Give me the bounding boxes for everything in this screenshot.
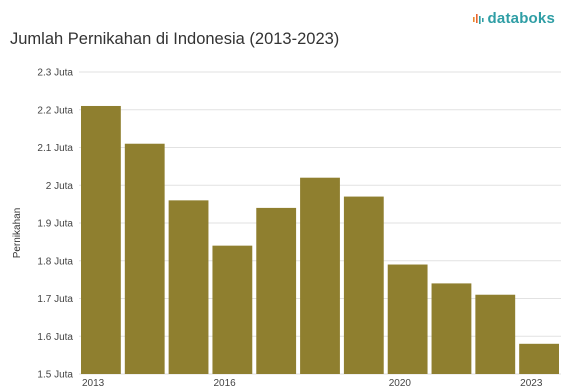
brand-name: databoks xyxy=(487,10,555,27)
y-tick-label: 2 Juta xyxy=(46,181,74,192)
y-tick-label: 1.6 Juta xyxy=(37,332,73,343)
x-tick-label: 2016 xyxy=(213,378,236,388)
bar-2022[interactable] xyxy=(475,294,516,374)
bar-2017[interactable] xyxy=(256,207,297,374)
y-tick-label: 2.2 Juta xyxy=(37,105,73,116)
bars xyxy=(81,105,559,374)
bar-2015[interactable] xyxy=(168,200,209,374)
bar-2019[interactable] xyxy=(343,196,384,374)
y-axis-title: Pernikahan xyxy=(12,208,23,259)
x-tick-label: 2023 xyxy=(520,378,543,388)
bar-2018[interactable] xyxy=(300,177,340,374)
y-tick-label: 1.8 Juta xyxy=(37,256,73,267)
y-tick-label: 2.1 Juta xyxy=(37,143,73,154)
bar-2016[interactable] xyxy=(212,245,253,374)
databoks-logo: databoks xyxy=(472,10,555,27)
chart-title: Jumlah Pernikahan di Indonesia (2013-202… xyxy=(10,30,340,48)
y-tick-label: 2.3 Juta xyxy=(37,68,73,79)
bar-2014[interactable] xyxy=(124,143,165,374)
x-tick-label: 2013 xyxy=(82,378,105,388)
bar-2013[interactable] xyxy=(81,105,121,374)
y-tick-label: 1.5 Juta xyxy=(37,370,73,381)
bar-2023[interactable] xyxy=(519,343,559,374)
bar-2020[interactable] xyxy=(387,264,428,374)
x-tick-label: 2020 xyxy=(389,378,412,388)
bar-2021[interactable] xyxy=(431,283,472,374)
x-axis-ticks: 2013 2016 2020 2023 xyxy=(82,378,543,388)
y-tick-label: 1.9 Juta xyxy=(37,219,73,230)
y-axis-ticks: 1.5 Juta 1.6 Juta 1.7 Juta 1.8 Juta 1.9 Juta… xyxy=(37,68,73,381)
signal-wave-icon xyxy=(472,13,484,24)
y-tick-label: 1.7 Juta xyxy=(37,294,73,305)
